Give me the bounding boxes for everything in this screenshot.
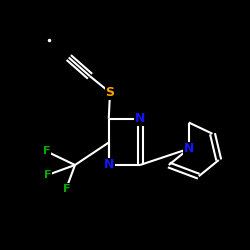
Text: F: F <box>62 184 70 194</box>
Text: F: F <box>42 146 50 156</box>
Text: F: F <box>44 170 51 180</box>
Text: N: N <box>104 158 114 172</box>
Text: S: S <box>106 86 114 99</box>
Text: N: N <box>135 112 145 125</box>
Text: N: N <box>184 142 194 155</box>
